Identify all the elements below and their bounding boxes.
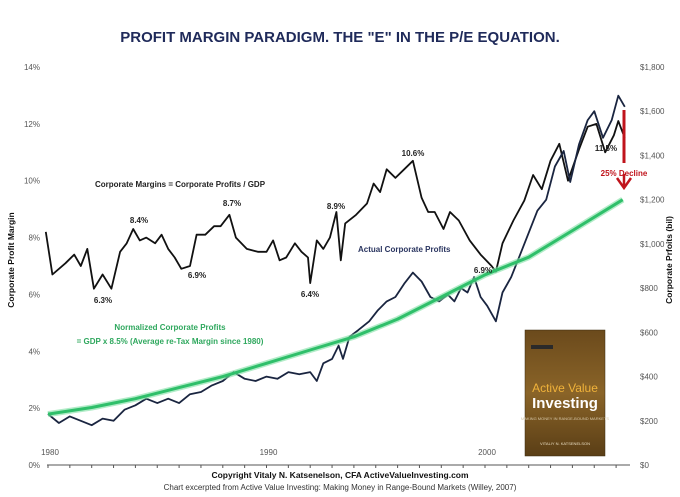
left-axis-ticks: 0% 2% 4% 6% 8% 10% 12% 14% — [24, 63, 40, 470]
right-tick-label: $1,800 — [640, 63, 665, 72]
left-tick-label: 2% — [28, 404, 40, 413]
left-axis-title: Corporate Profit Margin — [6, 212, 16, 307]
point-label: 8.4% — [130, 216, 148, 225]
point-label: 10.6% — [402, 149, 425, 158]
book-cover: Active Value Investing MAKING MONEY IN R… — [521, 329, 609, 457]
right-tick-label: $0 — [640, 461, 649, 470]
right-axis-ticks: $0 $200 $400 $600 $800 $1,000 $1,200 $1,400 $1,6… — [640, 63, 665, 470]
left-tick-label: 0% — [28, 461, 40, 470]
normalized-label-2: = GDP x 8.5% (Average re-Tax Margin sinc… — [77, 337, 264, 346]
corporate-margins-line — [44, 120, 626, 290]
point-label: 8.7% — [223, 199, 241, 208]
normalized-corporate-profits-line — [47, 198, 624, 416]
x-axis-minor-ticks — [47, 465, 617, 468]
right-axis-title: Corporate Prfoits (bil) — [664, 216, 674, 304]
book-title-1: Active Value — [532, 381, 598, 395]
margins-formula-label: Corporate Margins = Corporate Profits / … — [95, 180, 266, 189]
decline-label: 25% Decline — [601, 169, 648, 178]
x-tick-label: 2000 — [478, 448, 496, 457]
book-publisher-logo — [531, 345, 553, 349]
left-tick-label: 10% — [24, 177, 40, 186]
series-lines — [44, 94, 626, 427]
left-tick-label: 14% — [24, 63, 40, 72]
decline-arrow-icon — [615, 174, 633, 191]
x-axis-ticks: 1980 1990 2000 — [41, 448, 496, 457]
point-label: 6.9% — [188, 271, 206, 280]
actual-corporate-profits-line — [47, 94, 626, 427]
right-tick-label: $200 — [640, 417, 658, 426]
book-author: VITALIY N. KATSENELSON — [540, 441, 590, 446]
chart-title: PROFIT MARGIN PARADIGM. THE "E" IN THE P… — [120, 29, 560, 46]
right-tick-label: $400 — [640, 373, 658, 382]
left-tick-label: 8% — [28, 234, 40, 243]
x-tick-label: 1990 — [260, 448, 278, 457]
source-text: Chart excerpted from Active Value Invest… — [164, 483, 517, 492]
book-subtitle: MAKING MONEY IN RANGE-BOUND MARKETS — [521, 416, 609, 421]
point-label: 6.9% — [474, 266, 492, 275]
normalized-label-1: Normalized Corporate Profits — [114, 323, 226, 332]
right-tick-label: $600 — [640, 328, 658, 337]
left-tick-label: 12% — [24, 120, 40, 129]
left-tick-label: 6% — [28, 290, 40, 299]
actual-profits-label: Actual Corporate Profits — [358, 245, 451, 254]
right-tick-label: $800 — [640, 284, 658, 293]
left-tick-label: 4% — [28, 347, 40, 356]
point-label: 11.5% — [595, 144, 617, 153]
point-label: 6.3% — [94, 296, 112, 305]
right-tick-label: $1,600 — [640, 107, 665, 116]
book-cover-background — [524, 329, 606, 457]
right-tick-label: $1,000 — [640, 240, 665, 249]
copyright-text: Copyright Vitaly N. Katsenelson, CFA Act… — [211, 470, 469, 480]
right-tick-label: $1,400 — [640, 151, 665, 160]
right-tick-label: $1,200 — [640, 196, 665, 205]
point-label: 6.4% — [301, 290, 319, 299]
book-title-2: Investing — [532, 395, 598, 412]
x-tick-label: 1980 — [41, 448, 59, 457]
point-label: 8.9% — [327, 202, 345, 211]
